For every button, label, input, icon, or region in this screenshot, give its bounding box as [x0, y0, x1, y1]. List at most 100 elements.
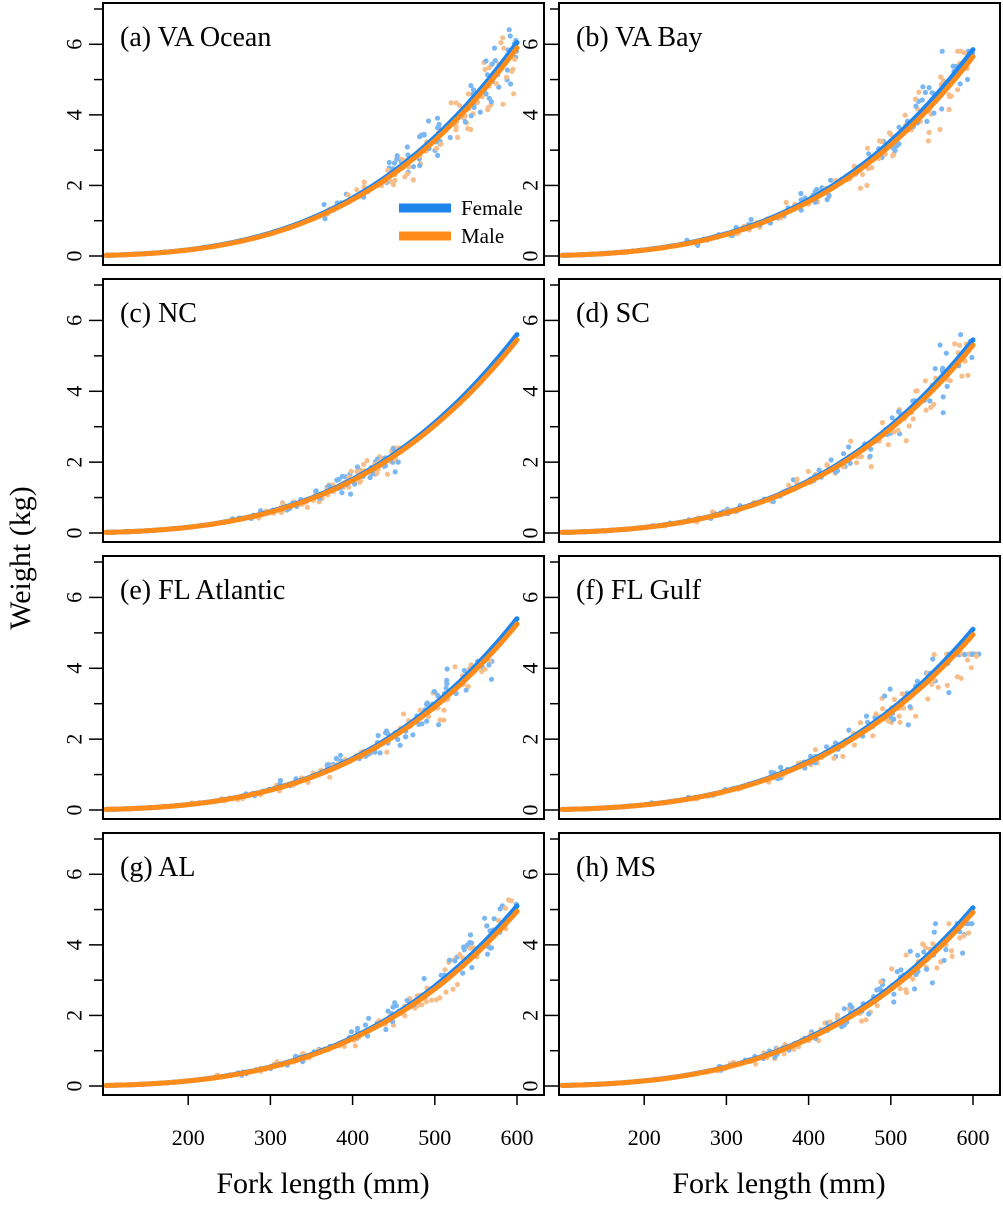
female-point — [410, 164, 417, 170]
male-point — [502, 905, 508, 911]
female-point — [828, 177, 834, 183]
y-tick-label: 0 — [518, 251, 543, 262]
female-point — [841, 1006, 847, 1012]
male-point — [385, 167, 391, 173]
female-point — [468, 113, 474, 119]
male-point — [873, 711, 879, 717]
female-point — [375, 733, 381, 739]
male-point — [506, 897, 512, 903]
male-point — [913, 713, 919, 719]
male-point — [891, 429, 897, 435]
female-point — [941, 957, 947, 964]
female-fit-line — [103, 332, 520, 535]
male-point — [848, 438, 854, 444]
female-point — [410, 732, 416, 738]
male-point — [934, 965, 940, 971]
panel-label: (a) VA Ocean — [120, 22, 271, 53]
panel-frame — [102, 278, 545, 543]
y-tick-label: 2 — [62, 180, 87, 191]
female-point — [460, 970, 466, 976]
legend: Female Male — [399, 196, 523, 248]
male-point — [957, 342, 963, 348]
female-point — [828, 457, 834, 463]
male-point — [864, 182, 870, 188]
male-point — [450, 986, 456, 992]
female-point — [960, 950, 966, 956]
male-point — [937, 126, 943, 133]
female-point — [958, 332, 964, 338]
female-point — [447, 134, 453, 141]
male-point — [442, 967, 448, 973]
female-point — [277, 777, 284, 784]
male-point — [955, 87, 961, 93]
female-point — [491, 916, 497, 922]
y-tick-label: 0 — [518, 805, 543, 816]
male-point — [493, 81, 499, 87]
panel-frame — [558, 555, 1001, 820]
female-point — [896, 124, 902, 130]
y-tick-label: 6 — [518, 592, 543, 603]
male-point — [903, 438, 909, 444]
x-axis-label-right: Fork length (mm) — [672, 1167, 885, 1200]
female-point — [849, 1004, 855, 1010]
y-tick-label: 2 — [518, 457, 543, 468]
panel-label: (f) FL Gulf — [576, 575, 702, 606]
male-point — [786, 482, 792, 488]
female-point — [489, 61, 495, 67]
female-point — [333, 755, 339, 762]
male-point — [831, 755, 837, 761]
female-point — [391, 160, 397, 166]
female-point — [930, 656, 936, 662]
y-tick-label: 2 — [518, 1010, 543, 1021]
y-tick-label: 2 — [62, 734, 87, 745]
male-point — [973, 653, 980, 659]
male-point — [922, 378, 928, 384]
female-point — [927, 398, 933, 404]
male-point — [384, 749, 390, 755]
female-point — [931, 929, 937, 935]
male-point — [889, 966, 895, 972]
male-point — [854, 460, 860, 466]
male-point — [441, 707, 447, 713]
male-point — [410, 177, 416, 183]
female-point — [348, 491, 354, 497]
female-point — [431, 688, 437, 695]
female-point — [436, 722, 442, 728]
male-point — [304, 504, 311, 510]
male-point — [482, 666, 488, 672]
female-point — [492, 58, 498, 64]
male-point — [327, 774, 333, 780]
male-point — [452, 664, 458, 670]
female-point — [507, 33, 513, 39]
male-point — [354, 187, 360, 193]
male-point — [904, 989, 910, 996]
male-point — [457, 103, 463, 109]
x-tick-label: 500 — [418, 1125, 451, 1150]
female-point — [468, 83, 474, 89]
male-point — [417, 707, 423, 713]
y-tick-label: 4 — [62, 109, 87, 120]
male-point — [897, 986, 903, 992]
male-point — [510, 91, 517, 97]
female-fit-line — [103, 616, 520, 812]
y-tick-label: 6 — [518, 315, 543, 326]
female-point — [926, 85, 932, 91]
male-point — [794, 476, 800, 482]
male-point — [352, 1043, 358, 1049]
female-point — [937, 342, 943, 348]
female-point — [969, 354, 975, 361]
scatter-points — [684, 48, 976, 248]
panel-label: (d) SC — [576, 298, 650, 329]
y-tick-label: 4 — [62, 939, 87, 950]
male-point — [964, 657, 971, 663]
male-point — [495, 917, 502, 924]
y-tick-label: 6 — [62, 869, 87, 880]
female-point — [438, 972, 444, 978]
female-point — [322, 216, 328, 222]
y-axis-label: Weight (kg) — [4, 486, 37, 629]
male-point — [948, 93, 954, 99]
male-point — [401, 711, 407, 717]
male-point — [812, 747, 819, 753]
panel-0: (a) VA Ocean 0 2 4 6 Female Male — [62, 2, 545, 266]
